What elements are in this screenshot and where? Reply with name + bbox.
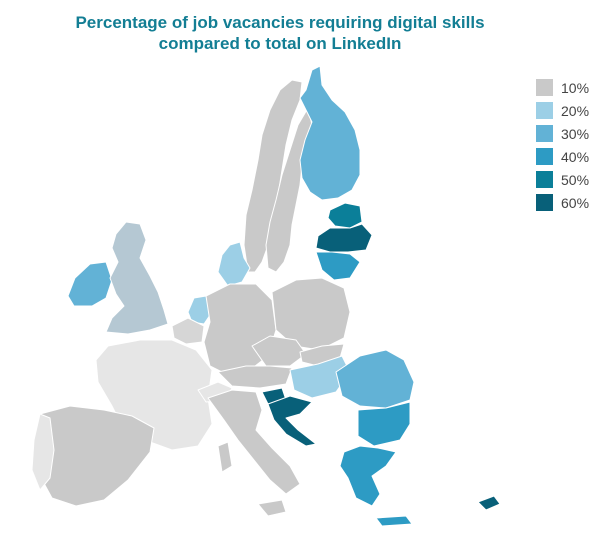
region-spain [39,405,155,507]
region-portugal [31,413,55,491]
legend-item-50: 50% [536,170,589,189]
map-legend: 10% 20% 30% 40% 50% 60% [536,78,589,216]
region-cyprus [477,495,501,511]
region-greece [339,445,397,507]
chart-title-line-2: compared to total on LinkedIn [158,34,402,53]
region-uk [105,221,169,335]
legend-swatch-20 [536,102,553,119]
region-ireland [67,261,113,307]
chart-title-line-1: Percentage of job vacancies requiring di… [75,13,485,32]
legend-item-20: 20% [536,101,589,120]
legend-label-50: 50% [561,171,590,188]
legend-label-30: 30% [561,125,590,142]
legend-item-40: 40% [536,147,589,166]
legend-label-10: 10% [561,79,590,96]
region-latvia [315,223,373,253]
legend-swatch-40 [536,148,553,165]
legend-label-20: 20% [561,102,590,119]
region-austria [217,365,293,389]
chart-title: Percentage of job vacancies requiring di… [0,12,560,54]
region-estonia [327,202,363,229]
region-italy [207,389,301,495]
legend-swatch-50 [536,171,553,188]
region-lithuania [315,251,361,281]
region-sicily [257,499,287,517]
region-bulgaria [357,401,411,447]
region-romania [335,349,415,409]
legend-swatch-30 [536,125,553,142]
legend-label-40: 40% [561,148,590,165]
legend-label-60: 60% [561,194,590,211]
legend-item-30: 30% [536,124,589,143]
region-finland [299,65,361,201]
legend-item-60: 60% [536,193,589,212]
region-croatia [267,395,317,447]
region-sardinia [217,441,233,473]
legend-swatch-60 [536,194,553,211]
legend-item-10: 10% [536,78,589,97]
legend-swatch-10 [536,79,553,96]
region-crete [375,515,413,527]
region-belgium [171,317,205,345]
